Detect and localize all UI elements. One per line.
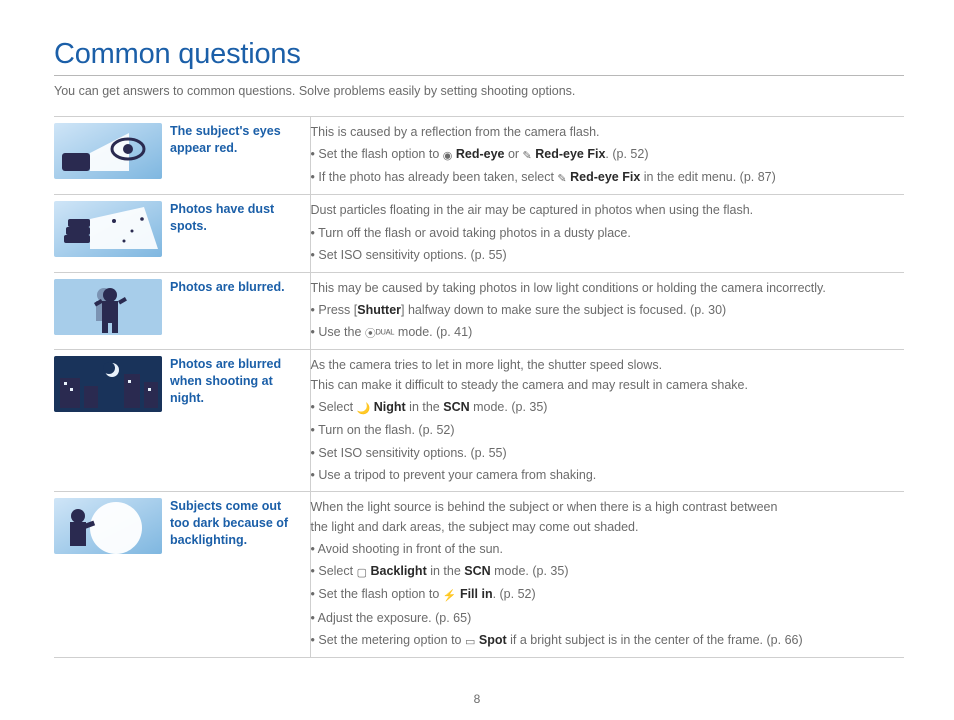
inline-mode-icon: ✎: [523, 148, 532, 165]
question-label: The subject's eyes appear red.: [170, 117, 310, 195]
answer-bullet: Set the metering option to ▭ Spot if a b…: [311, 631, 897, 651]
answer-list: Avoid shooting in front of the sun. Selec…: [311, 540, 897, 651]
night-city-icon: [54, 356, 162, 412]
title-rule: [54, 75, 904, 76]
answer-intro: When the light source is behind the subj…: [311, 498, 897, 517]
page-subtitle: You can get answers to common questions.…: [54, 84, 904, 98]
answer-bullet: Set the flash option to ◉ Red-eye or ✎ R…: [311, 145, 897, 165]
answer-intro: This is caused by a reflection from the …: [311, 123, 897, 142]
page-number: 8: [0, 692, 954, 706]
blur-person-icon: [54, 279, 162, 335]
inline-mode-icon: 🌙: [357, 401, 371, 418]
inline-mode-icon: ⚡: [443, 588, 457, 605]
qa-row: Photos are blurred when shooting at nigh…: [54, 350, 904, 492]
inline-mode-icon: ▭: [465, 634, 475, 651]
answer-intro: As the camera tries to let in more light…: [311, 356, 897, 375]
answer-cell: Dust particles floating in the air may b…: [310, 195, 904, 272]
answer-list: Select 🌙 Night in the SCN mode. (p. 35) T…: [311, 398, 897, 485]
answer-cell: This may be caused by taking photos in l…: [310, 272, 904, 350]
answer-intro-line2: the light and dark areas, the subject ma…: [311, 518, 897, 537]
answer-bullet: If the photo has already been taken, sel…: [311, 168, 897, 188]
answer-bullet: Set the flash option to ⚡ Fill in. (p. 5…: [311, 585, 897, 605]
page-title: Common questions: [54, 38, 904, 71]
answer-bullet: Press [Shutter] halfway down to make sur…: [311, 301, 897, 320]
answer-list: Press [Shutter] halfway down to make sur…: [311, 301, 897, 343]
answer-bullet: Turn off the flash or avoid taking photo…: [311, 224, 897, 243]
answer-bullet: Adjust the exposure. (p. 65): [311, 609, 897, 628]
answer-cell: As the camera tries to let in more light…: [310, 350, 904, 492]
answer-bullet: Use the ⦿ᴰᵁᴬᴸ mode. (p. 41): [311, 323, 897, 343]
answer-intro: Dust particles floating in the air may b…: [311, 201, 897, 220]
dust-icon: [54, 201, 162, 257]
qa-row: Subjects come out too dark because of ba…: [54, 492, 904, 658]
answer-bullet: Set ISO sensitivity options. (p. 55): [311, 444, 897, 463]
question-label: Photos have dust spots.: [170, 195, 310, 272]
answer-bullet: Turn on the flash. (p. 52): [311, 421, 897, 440]
inline-mode-icon: ⦿ᴰᵁᴬᴸ: [365, 326, 395, 343]
question-label: Subjects come out too dark because of ba…: [170, 492, 310, 658]
question-label: Photos are blurred.: [170, 272, 310, 350]
answer-bullet: Use a tripod to prevent your camera from…: [311, 466, 897, 485]
inline-mode-icon: ◉: [443, 148, 453, 165]
inline-mode-icon: ✎: [557, 171, 566, 188]
answer-bullet: Avoid shooting in front of the sun.: [311, 540, 897, 559]
question-label: Photos are blurred when shooting at nigh…: [170, 350, 310, 492]
answer-bullet: Select ▢ Backlight in the SCN mode. (p. …: [311, 562, 897, 582]
qa-row: Photos are blurred. This may be caused b…: [54, 272, 904, 350]
answer-list: Turn off the flash or avoid taking photo…: [311, 224, 897, 266]
qa-row: The subject's eyes appear red. This is c…: [54, 117, 904, 195]
answer-list: Set the flash option to ◉ Red-eye or ✎ R…: [311, 145, 897, 188]
backlight-icon: [54, 498, 162, 554]
answer-intro: This may be caused by taking photos in l…: [311, 279, 897, 298]
answer-intro-line2: This can make it difficult to steady the…: [311, 376, 897, 395]
qa-table: The subject's eyes appear red. This is c…: [54, 116, 904, 658]
answer-cell: This is caused by a reflection from the …: [310, 117, 904, 195]
answer-bullet: Set ISO sensitivity options. (p. 55): [311, 246, 897, 265]
qa-row: Photos have dust spots. Dust particles f…: [54, 195, 904, 272]
eye-icon: [54, 123, 162, 179]
inline-mode-icon: ▢: [357, 565, 367, 582]
answer-cell: When the light source is behind the subj…: [310, 492, 904, 658]
answer-bullet: Select 🌙 Night in the SCN mode. (p. 35): [311, 398, 897, 418]
